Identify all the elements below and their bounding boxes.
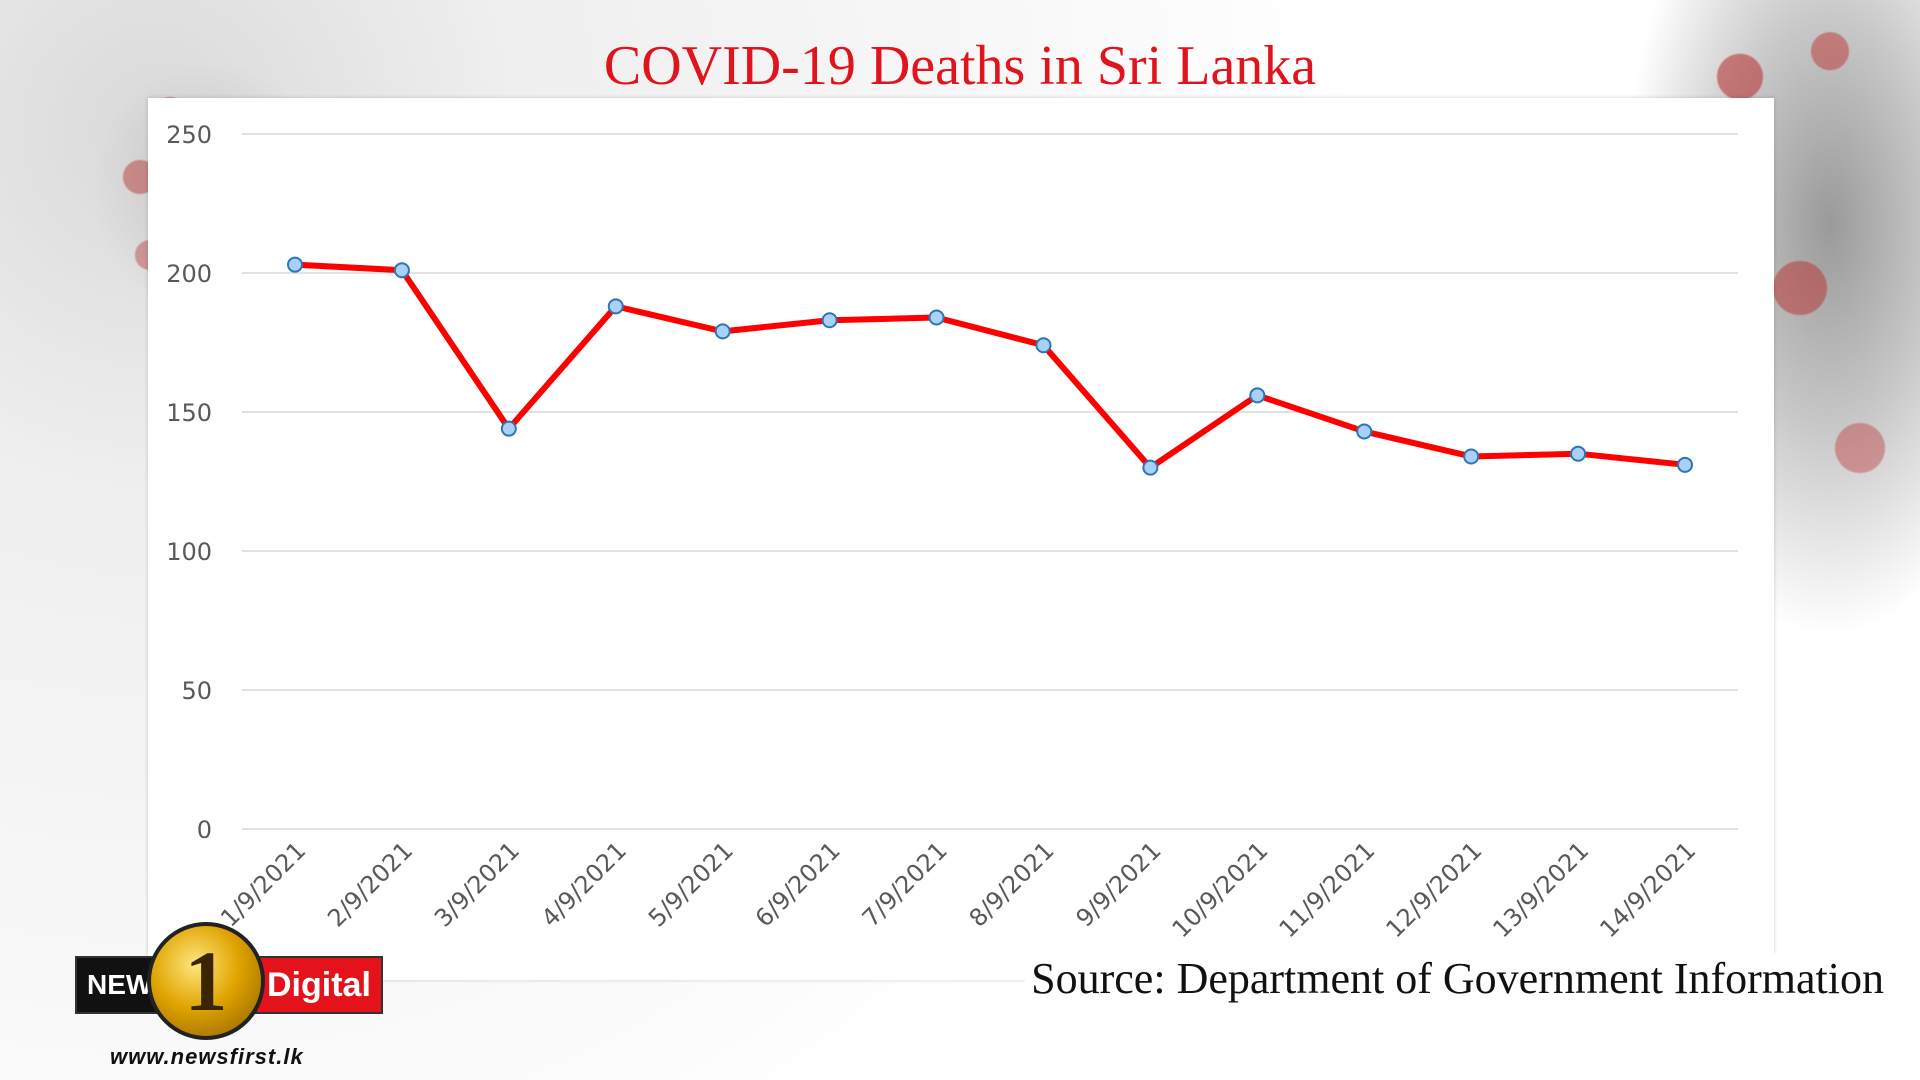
y-tick-label: 100 bbox=[166, 538, 212, 566]
data-point bbox=[1249, 387, 1266, 404]
logo-digital-text: Digital bbox=[257, 958, 381, 1012]
data-point bbox=[500, 420, 517, 437]
x-tick-label: 3/9/2021 bbox=[429, 836, 525, 932]
x-tick-labels: 1/9/2021 2/9/2021 3/9/2021 4/9/2021 5/9/2021… bbox=[215, 836, 1701, 943]
x-tick-label: 11/9/2021 bbox=[1274, 836, 1381, 943]
y-tick-labels: 0 50 100 150 200 250 bbox=[166, 121, 212, 844]
data-point bbox=[607, 298, 624, 315]
x-tick-label: 14/9/2021 bbox=[1594, 836, 1701, 943]
newsfirst-logo: NEWS st Digital 1 www.newsfirst.lk bbox=[75, 922, 410, 1072]
chart-title: COVID-19 Deaths in Sri Lanka bbox=[603, 35, 1317, 97]
data-point bbox=[1035, 337, 1052, 354]
y-tick-label: 0 bbox=[197, 816, 212, 844]
data-point bbox=[1463, 448, 1480, 465]
source-caption: Source: Department of Government Informa… bbox=[1025, 953, 1890, 1004]
x-tick-label: 9/9/2021 bbox=[1071, 836, 1167, 932]
x-tick-label: 8/9/2021 bbox=[964, 836, 1060, 932]
y-tick-label: 200 bbox=[166, 260, 212, 288]
data-markers bbox=[287, 256, 1693, 476]
y-tick-label: 50 bbox=[181, 677, 212, 705]
logo-one-badge: 1 bbox=[147, 922, 265, 1040]
x-tick-label: 4/9/2021 bbox=[536, 836, 632, 932]
data-point bbox=[1570, 445, 1587, 462]
x-tick-label: 12/9/2021 bbox=[1381, 836, 1488, 943]
data-point bbox=[1677, 456, 1693, 473]
x-tick-label: 6/9/2021 bbox=[750, 836, 846, 932]
chart-panel bbox=[148, 98, 1774, 980]
x-tick-label: 5/9/2021 bbox=[643, 836, 739, 932]
x-tick-label: 1/9/2021 bbox=[215, 836, 311, 932]
x-tick-label: 13/9/2021 bbox=[1488, 836, 1595, 943]
x-tick-label: 10/9/2021 bbox=[1167, 836, 1274, 943]
gridlines bbox=[242, 133, 1738, 830]
data-point bbox=[287, 256, 303, 273]
y-tick-label: 150 bbox=[166, 399, 212, 427]
data-point bbox=[393, 262, 410, 279]
x-tick-label: 2/9/2021 bbox=[322, 836, 418, 932]
data-point bbox=[928, 309, 945, 326]
logo-url: www.newsfirst.lk bbox=[110, 1044, 304, 1069]
data-point bbox=[714, 323, 731, 340]
x-tick-label: 7/9/2021 bbox=[857, 836, 953, 932]
y-tick-label: 250 bbox=[166, 121, 212, 149]
data-point bbox=[1142, 459, 1159, 476]
series-line bbox=[294, 261, 1686, 471]
data-point bbox=[821, 312, 838, 329]
data-point bbox=[1356, 423, 1373, 440]
